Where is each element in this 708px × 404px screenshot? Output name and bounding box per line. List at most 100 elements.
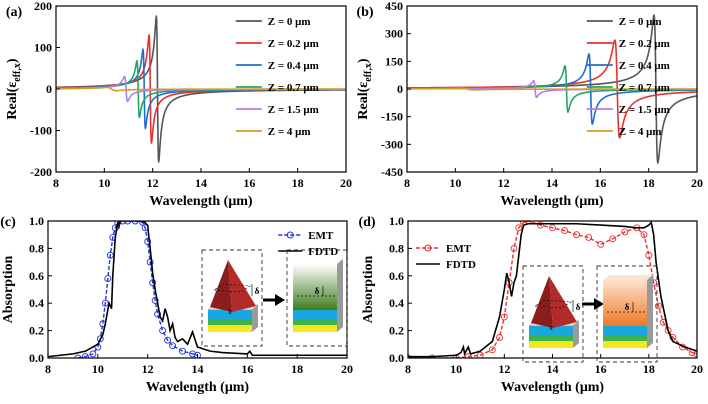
series-line-d-1 bbox=[408, 221, 697, 358]
y-tick-label: 0.2 bbox=[389, 324, 404, 338]
inset-layer-yellow bbox=[603, 341, 647, 348]
legend-label: Z = 1.5 μm bbox=[619, 104, 670, 116]
y-axis-label-main: Real(ε bbox=[356, 82, 371, 120]
inset-d-pyramid: δx bbox=[522, 265, 584, 363]
y-tick-label: -450 bbox=[381, 165, 403, 179]
inset-effective-layer bbox=[293, 264, 337, 310]
y-tick-label: 0.2 bbox=[29, 324, 44, 338]
x-tick-label: 8 bbox=[45, 362, 51, 376]
data-point-d-0-18 bbox=[597, 240, 605, 248]
x-tick-label: 16 bbox=[594, 176, 606, 190]
x-axis-label: Wavelength (μm) bbox=[501, 380, 605, 395]
data-point-d-0-6 bbox=[496, 334, 503, 341]
x-tick-label: 16 bbox=[243, 176, 255, 190]
inset-d-arrow bbox=[582, 298, 604, 310]
x-tick-label: 16 bbox=[241, 362, 253, 376]
series-line-b-5 bbox=[407, 87, 697, 91]
x-tick-label: 18 bbox=[291, 362, 303, 376]
inset-c-arrow bbox=[263, 294, 285, 306]
inset-frame bbox=[522, 265, 584, 363]
legend-marker bbox=[286, 231, 294, 239]
x-tick-label: 14 bbox=[192, 362, 204, 376]
y-tick-label: 0 bbox=[397, 82, 403, 96]
legend-label: Z = 0.4 μm bbox=[268, 60, 319, 72]
inset-layer-yellow bbox=[293, 325, 337, 332]
inset-layer-green bbox=[529, 336, 573, 341]
inset-x-label: x bbox=[549, 323, 553, 332]
inset-layer-blue bbox=[293, 310, 337, 320]
inset-c-pyramid: δx bbox=[201, 249, 263, 347]
y-tick-label: 0.4 bbox=[29, 296, 44, 310]
data-point-c-0-24 bbox=[169, 342, 177, 350]
legend-label: EMT bbox=[446, 243, 472, 255]
panel-label-c: (c) bbox=[0, 215, 16, 230]
y-tick-label: 0.8 bbox=[389, 241, 404, 255]
inset-side-face bbox=[337, 259, 343, 332]
data-point-d-0-31 bbox=[693, 350, 697, 358]
x-tick-label: 10 bbox=[450, 362, 462, 376]
data-point-d-0-15 bbox=[561, 227, 568, 235]
x-tick-label: 12 bbox=[142, 362, 154, 376]
data-point-d-0-14 bbox=[549, 224, 556, 232]
x-tick-label: 18 bbox=[292, 176, 304, 190]
data-point-d-0-7 bbox=[500, 313, 508, 321]
data-point-c-0-14 bbox=[131, 221, 139, 225]
y-axis-label: Absorption bbox=[361, 255, 376, 323]
y-axis-label: Real(εeff,x) bbox=[5, 58, 23, 119]
inset-side-face bbox=[252, 305, 258, 332]
data-point-c-0-15 bbox=[139, 221, 147, 226]
data-point-c-0-0 bbox=[74, 354, 82, 358]
series-group bbox=[408, 221, 697, 358]
legend-label: Z = 4 μm bbox=[268, 126, 311, 138]
data-point-c-0-12 bbox=[119, 221, 127, 225]
y-tick-label: 1.0 bbox=[389, 214, 404, 228]
legend-label: FDTD bbox=[446, 259, 476, 271]
x-tick-label: 14 bbox=[195, 176, 207, 190]
x-tick-label: 14 bbox=[546, 176, 558, 190]
y-tick-label: 1.0 bbox=[29, 214, 44, 228]
legend-label: Z = 0.2 μm bbox=[268, 38, 319, 50]
inset-side-face bbox=[647, 275, 653, 348]
legend-label: Z = 0 μm bbox=[619, 16, 662, 28]
legend-marker bbox=[424, 244, 432, 252]
data-point-c-0-22 bbox=[159, 327, 167, 335]
y-tick-label: 0.4 bbox=[389, 296, 404, 310]
inset-layer-green bbox=[293, 320, 337, 325]
y-tick-label: 0 bbox=[46, 82, 52, 96]
series-line-d-0 bbox=[408, 221, 697, 358]
x-tick-label: 20 bbox=[340, 176, 352, 190]
inset-side-face bbox=[573, 321, 579, 348]
x-tick-label: 10 bbox=[92, 362, 104, 376]
data-point-c-0-1 bbox=[81, 353, 89, 358]
data-point-d-0-19 bbox=[609, 235, 617, 243]
legend-label: Z = 0.4 μm bbox=[619, 60, 670, 72]
x-tick-label: 8 bbox=[404, 176, 410, 190]
inset-slice bbox=[533, 299, 573, 309]
data-point-d-0-4 bbox=[476, 351, 484, 358]
inset-pyramid-left bbox=[531, 276, 553, 328]
inset-slice bbox=[212, 283, 252, 293]
legend-label: Z = 0.7 μm bbox=[619, 82, 670, 94]
series-line-c-1 bbox=[48, 221, 347, 358]
inset-pyramid-right bbox=[228, 260, 256, 312]
legend-label: Z = 0 μm bbox=[268, 16, 311, 28]
inset-layer-yellow bbox=[208, 325, 252, 332]
x-tick-label: 20 bbox=[341, 362, 353, 376]
y-tick-label: 150 bbox=[385, 54, 403, 68]
legend-label: EMT bbox=[308, 230, 334, 242]
y-tick-label: 100 bbox=[34, 41, 52, 55]
series-line-a-5 bbox=[56, 86, 346, 92]
inset-delta-label: δ bbox=[576, 302, 581, 312]
x-tick-label: 8 bbox=[405, 362, 411, 376]
y-axis-label-close: ) bbox=[356, 58, 371, 63]
y-tick-label: -150 bbox=[381, 110, 403, 124]
data-point-c-0-2 bbox=[89, 350, 97, 358]
data-point-d-0-5 bbox=[488, 346, 496, 354]
data-point-d-0-17 bbox=[585, 233, 593, 241]
data-point-d-0-13 bbox=[537, 221, 544, 229]
data-point-d-0-1 bbox=[428, 354, 436, 358]
y-axis-label-sub: eff,x bbox=[12, 63, 23, 82]
inset-frame bbox=[201, 249, 263, 347]
y-tick-label: 200 bbox=[34, 0, 52, 13]
